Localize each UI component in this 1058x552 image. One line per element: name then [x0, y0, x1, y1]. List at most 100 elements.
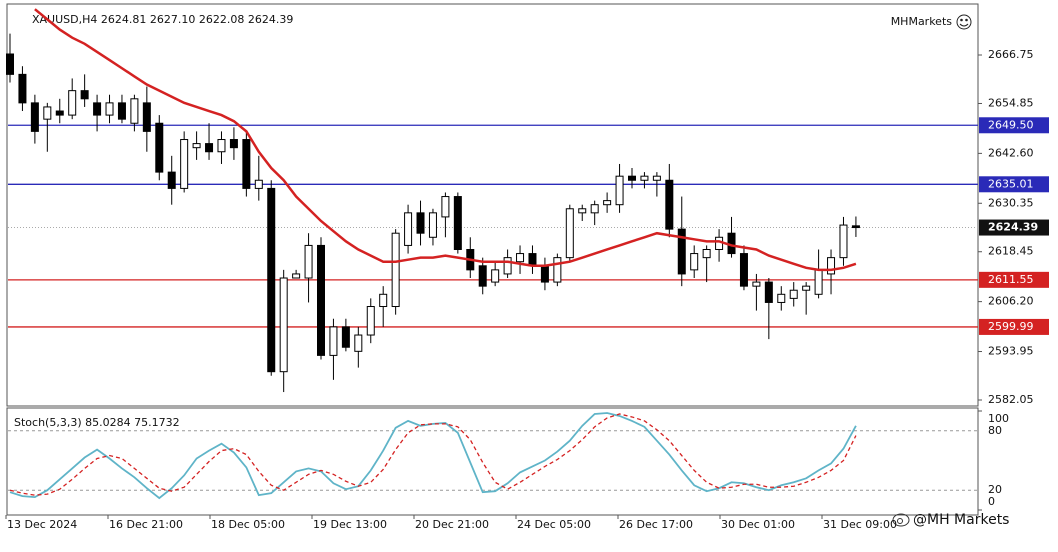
candle-body [6, 53, 14, 75]
chart-title: XAUUSD,H4 2624.81 2627.10 2622.08 2624.3… [32, 13, 293, 26]
candle-body [366, 306, 375, 336]
candle-body [441, 196, 450, 218]
watermark-icon [892, 513, 910, 527]
signal-line [9, 413, 857, 496]
candle-body [702, 248, 711, 259]
x-tick-label: 20 Dec 21:00 [415, 518, 489, 531]
candle-body [516, 253, 525, 263]
candle-body [93, 102, 102, 116]
candle-body [304, 244, 313, 279]
x-tick-label: 18 Dec 05:00 [211, 518, 285, 531]
candle-body [453, 196, 462, 250]
candle-body [553, 257, 562, 283]
candle-body [30, 102, 39, 132]
candle-body [789, 289, 798, 299]
candle-body [404, 212, 413, 246]
level-label: 2611.55 [988, 273, 1034, 286]
candle-body [752, 281, 761, 287]
candle-body [827, 257, 836, 275]
candle-body [292, 273, 301, 279]
candle-body [254, 179, 263, 189]
candle-body [242, 139, 251, 189]
current-price-label: 2624.39 [988, 221, 1038, 234]
candle-body [540, 265, 549, 283]
candle-body [379, 293, 388, 308]
candle-body [43, 106, 52, 120]
y-tick-label: 0 [988, 495, 995, 508]
candle-body [354, 334, 363, 352]
moving-average [34, 8, 857, 272]
main-panel [6, 3, 979, 407]
candle-body [739, 253, 748, 287]
candle-body [18, 73, 27, 104]
smiley [956, 14, 972, 30]
candle-body [628, 175, 636, 181]
candle-body [192, 143, 201, 149]
candle-body [68, 90, 77, 116]
y-tick-label: 2642.60 [988, 146, 1034, 159]
candle-body [267, 187, 276, 373]
candle-body [130, 98, 139, 124]
level-box [979, 117, 1049, 134]
candle-body [478, 265, 487, 287]
x-tick-label: 13 Dec 2024 [7, 518, 77, 531]
candle-body [528, 253, 537, 267]
candle-body [329, 326, 338, 356]
candle-body [80, 90, 89, 100]
candle-body [565, 208, 574, 259]
candle-body [105, 102, 114, 116]
stoch-panel [6, 407, 979, 516]
y-tick-label: 2593.95 [988, 345, 1034, 358]
candle-body [55, 110, 64, 116]
candle-body [217, 139, 226, 153]
candle-body [851, 225, 860, 229]
y-tick-label: 100 [988, 412, 1009, 425]
brand: MHMarkets [891, 15, 953, 28]
level-label: 2599.99 [988, 320, 1034, 333]
candle-body [279, 277, 288, 373]
y-tick-label: 2582.05 [988, 393, 1034, 406]
candle-body [167, 171, 176, 189]
candle-body [428, 212, 437, 238]
main-line [9, 412, 857, 500]
level-label: 2649.50 [988, 118, 1034, 131]
candle-body [603, 200, 612, 206]
y-tick-label: 2606.20 [988, 295, 1034, 308]
x-tick-label: 19 Dec 13:00 [313, 518, 387, 531]
candle-body [317, 244, 325, 356]
candle-body [142, 102, 151, 132]
candle-body [764, 281, 773, 303]
stoch-title: Stoch(5,3,3) 85.0284 75.1732 [14, 416, 180, 429]
candle-body [652, 175, 661, 181]
y-tick-label: 20 [988, 483, 1002, 496]
candle-body [839, 224, 848, 259]
candle-body [814, 269, 823, 295]
candle-body [391, 232, 400, 308]
level-label: 2635.01 [988, 177, 1034, 190]
level-box [979, 176, 1049, 193]
x-tick-label: 24 Dec 05:00 [517, 518, 591, 531]
watermark: @MH Markets [913, 512, 1009, 528]
candle-body [802, 285, 811, 291]
candle-body [578, 208, 587, 214]
candle-body [117, 102, 126, 120]
y-tick-label: 2654.85 [988, 96, 1034, 109]
x-tick-label: 16 Dec 21:00 [109, 518, 183, 531]
candle-body [677, 228, 686, 275]
y-tick-label: 80 [988, 424, 1002, 437]
candle-body [590, 204, 599, 214]
level-box [979, 271, 1049, 288]
candle-body [155, 122, 164, 173]
candle-body [341, 326, 350, 348]
candle-body [690, 253, 699, 271]
candle-body [491, 269, 500, 283]
candle-body [229, 139, 238, 149]
level-box [979, 318, 1049, 335]
x-tick-label: 31 Dec 09:00 [823, 518, 897, 531]
candle-body [615, 175, 624, 206]
candle-body [180, 139, 189, 189]
y-tick-label: 2618.45 [988, 245, 1034, 258]
x-tick-label: 26 Dec 17:00 [619, 518, 693, 531]
y-tick-label: 2666.75 [988, 48, 1034, 61]
